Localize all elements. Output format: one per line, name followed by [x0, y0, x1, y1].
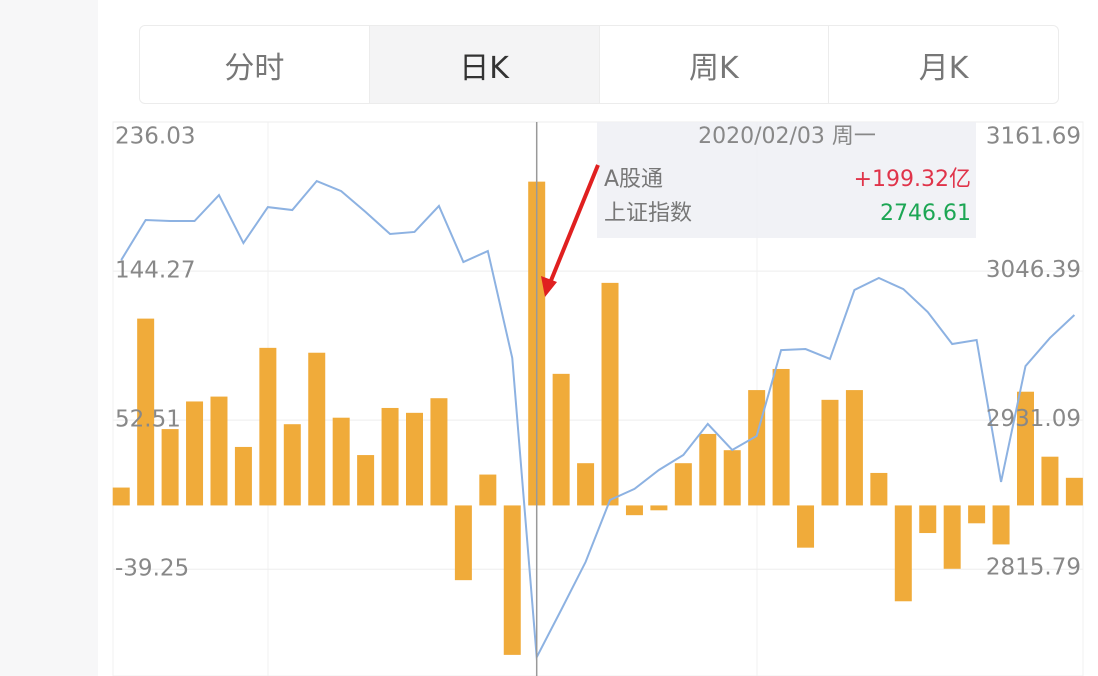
tab[interactable]: 分时: [140, 26, 370, 103]
tooltip-label: A股通: [604, 167, 663, 192]
bar: [161, 429, 179, 506]
bar: [748, 390, 766, 506]
arrow-shaft: [548, 164, 600, 284]
bar: [821, 399, 839, 506]
bar: [625, 505, 643, 516]
bar: [772, 368, 790, 506]
bar: [894, 505, 912, 602]
bar: [430, 398, 448, 506]
y-tick-label: 52.51: [115, 407, 181, 433]
bar: [454, 505, 472, 581]
bar: [943, 505, 961, 569]
tooltip-box: [597, 122, 976, 238]
tab[interactable]: 日K: [369, 26, 600, 103]
bar: [650, 505, 668, 511]
y2-tick-label: 2815.79: [986, 554, 1081, 580]
bar: [137, 318, 155, 506]
tooltip-value: +199.32亿: [854, 167, 971, 192]
tooltip-value: 2746.61: [880, 201, 971, 226]
tooltip-date: 2020/02/03 周一: [698, 124, 876, 149]
bar: [674, 463, 692, 506]
line: [120, 179, 1076, 661]
bar: [845, 390, 863, 506]
bar: [503, 505, 521, 655]
bar: [723, 450, 741, 506]
bar: [699, 433, 717, 506]
axis-labels: -39.25 52.51 144.27 236.03 2815.79 2931.09 304…: [115, 124, 1081, 582]
y2-tick-label: 3046.39: [986, 257, 1081, 283]
bar: [1041, 456, 1059, 506]
bar: [186, 401, 204, 506]
bar: [552, 373, 570, 506]
y-tick-label: 144.27: [115, 258, 195, 284]
tab[interactable]: 月K: [918, 50, 969, 86]
tab-bar: 分时 日K 周K 月K: [139, 25, 1059, 104]
bar: [870, 472, 888, 506]
bar: [797, 505, 815, 548]
bar: [112, 487, 130, 506]
bar: [968, 505, 986, 524]
bar: [332, 417, 350, 506]
bar: [577, 463, 595, 506]
bar: [1017, 391, 1034, 506]
lines: [120, 179, 1076, 661]
bars: [112, 181, 1083, 655]
y2-tick-label: 3161.69: [986, 124, 1081, 150]
bar: [259, 347, 277, 506]
bar: [601, 282, 619, 506]
bar: [919, 505, 937, 534]
tooltip: 2020/02/03 周一 A股通 +199.32亿 上证指数 2746.61: [597, 122, 976, 238]
bar: [992, 505, 1010, 545]
bar: [357, 455, 375, 506]
bar: [283, 424, 301, 506]
y-tick-label: -39.25: [115, 556, 189, 582]
bar: [210, 396, 228, 506]
bar: [381, 407, 399, 506]
bar: [406, 412, 423, 506]
annotation-arrow: [541, 164, 600, 297]
tab[interactable]: 周K: [600, 26, 830, 103]
tooltip-label: 上证指数: [604, 201, 692, 226]
y2-tick-label: 2931.09: [986, 406, 1081, 432]
bar: [1065, 477, 1083, 506]
arrow-head: [541, 276, 557, 297]
y-tick-label: 236.03: [115, 124, 195, 150]
bar: [479, 474, 497, 506]
bar: [234, 446, 252, 506]
bar: [308, 352, 326, 506]
